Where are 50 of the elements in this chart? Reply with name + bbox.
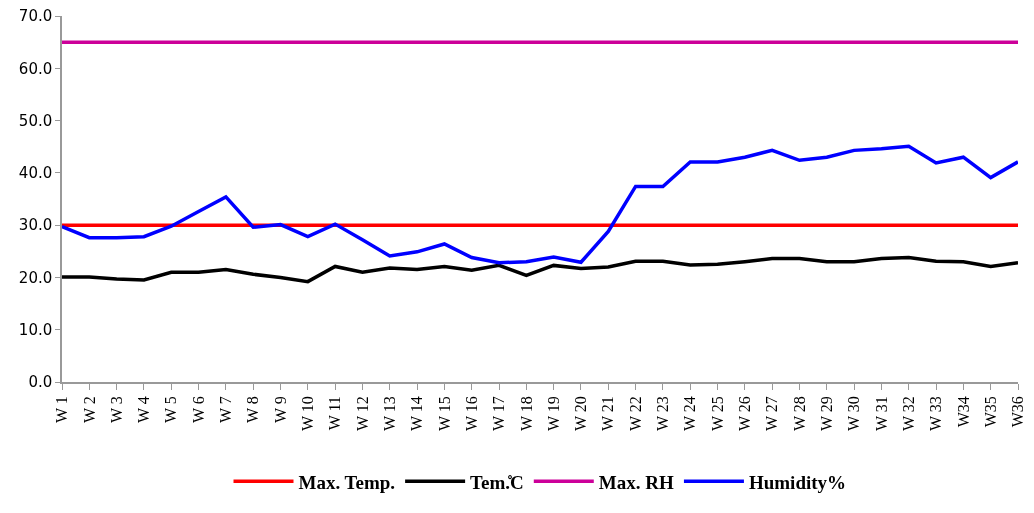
x-tick-label: W 1	[53, 396, 71, 423]
x-tick-label: W 33	[927, 396, 945, 431]
x-tick-label: W 6	[189, 396, 207, 423]
x-tick-label: W 27	[763, 396, 781, 431]
legend-label: Tem.̊C	[470, 471, 524, 493]
y-tick-label: 60.0	[18, 59, 53, 78]
y-tick-label: 50.0	[18, 111, 53, 130]
x-tick-label: W 12	[353, 396, 371, 431]
x-tick-label: W 13	[380, 396, 398, 431]
x-tick-label: W 25	[708, 396, 726, 431]
legend-label: Humidity%	[748, 471, 847, 493]
x-tick-label: W 8	[244, 396, 262, 423]
x-tick-label: W 31	[872, 396, 890, 431]
x-tick-label: W 16	[462, 396, 480, 431]
x-tick-label: W 9	[271, 396, 289, 423]
x-tick-label: W 3	[107, 396, 125, 423]
x-tick-label: W 17	[490, 396, 508, 431]
x-tick-label: W 14	[408, 396, 426, 431]
x-tick-label: W 4	[135, 396, 153, 423]
line-series	[62, 144, 1018, 265]
x-tick-label: W 32	[899, 396, 917, 431]
legend-label: Max. Temp.	[298, 471, 396, 493]
y-tick-label: 10.0	[18, 320, 53, 339]
x-tick-label: W 5	[162, 396, 180, 423]
x-tick-label: W 2	[80, 396, 98, 423]
x-tick-label: W35	[981, 396, 999, 428]
x-tick-label: W 29	[818, 396, 835, 431]
y-tick-label: 0.0	[28, 373, 53, 392]
x-tick-label: W 28	[790, 396, 808, 431]
x-tick-label: W 23	[654, 396, 672, 431]
x-tick-label: W 21	[599, 396, 617, 431]
y-tick-label: 40.0	[18, 164, 53, 183]
x-tick-label: W 18	[517, 396, 535, 431]
x-tick-label: W36	[1009, 396, 1027, 428]
x-tick-label: W 20	[572, 396, 590, 431]
x-tick-label: W 19	[544, 396, 562, 431]
x-tick-label: W 15	[435, 396, 453, 431]
line-series	[62, 255, 1018, 284]
y-tick-label: 70.0	[18, 7, 53, 26]
x-tick-label: W 7	[217, 396, 235, 423]
x-tick-label: W 24	[681, 396, 699, 431]
x-tick-label: W 11	[326, 396, 344, 431]
x-tick-label: W34	[954, 396, 972, 428]
x-tick-label: W 10	[299, 396, 317, 431]
y-tick-label: 20.0	[18, 268, 53, 287]
x-tick-label: W 30	[845, 396, 863, 431]
x-tick-label: W 26	[736, 396, 754, 431]
x-tick-label: W 22	[626, 396, 644, 431]
legend-label: Max. RH	[598, 471, 674, 493]
y-tick-label: 30.0	[18, 216, 53, 235]
